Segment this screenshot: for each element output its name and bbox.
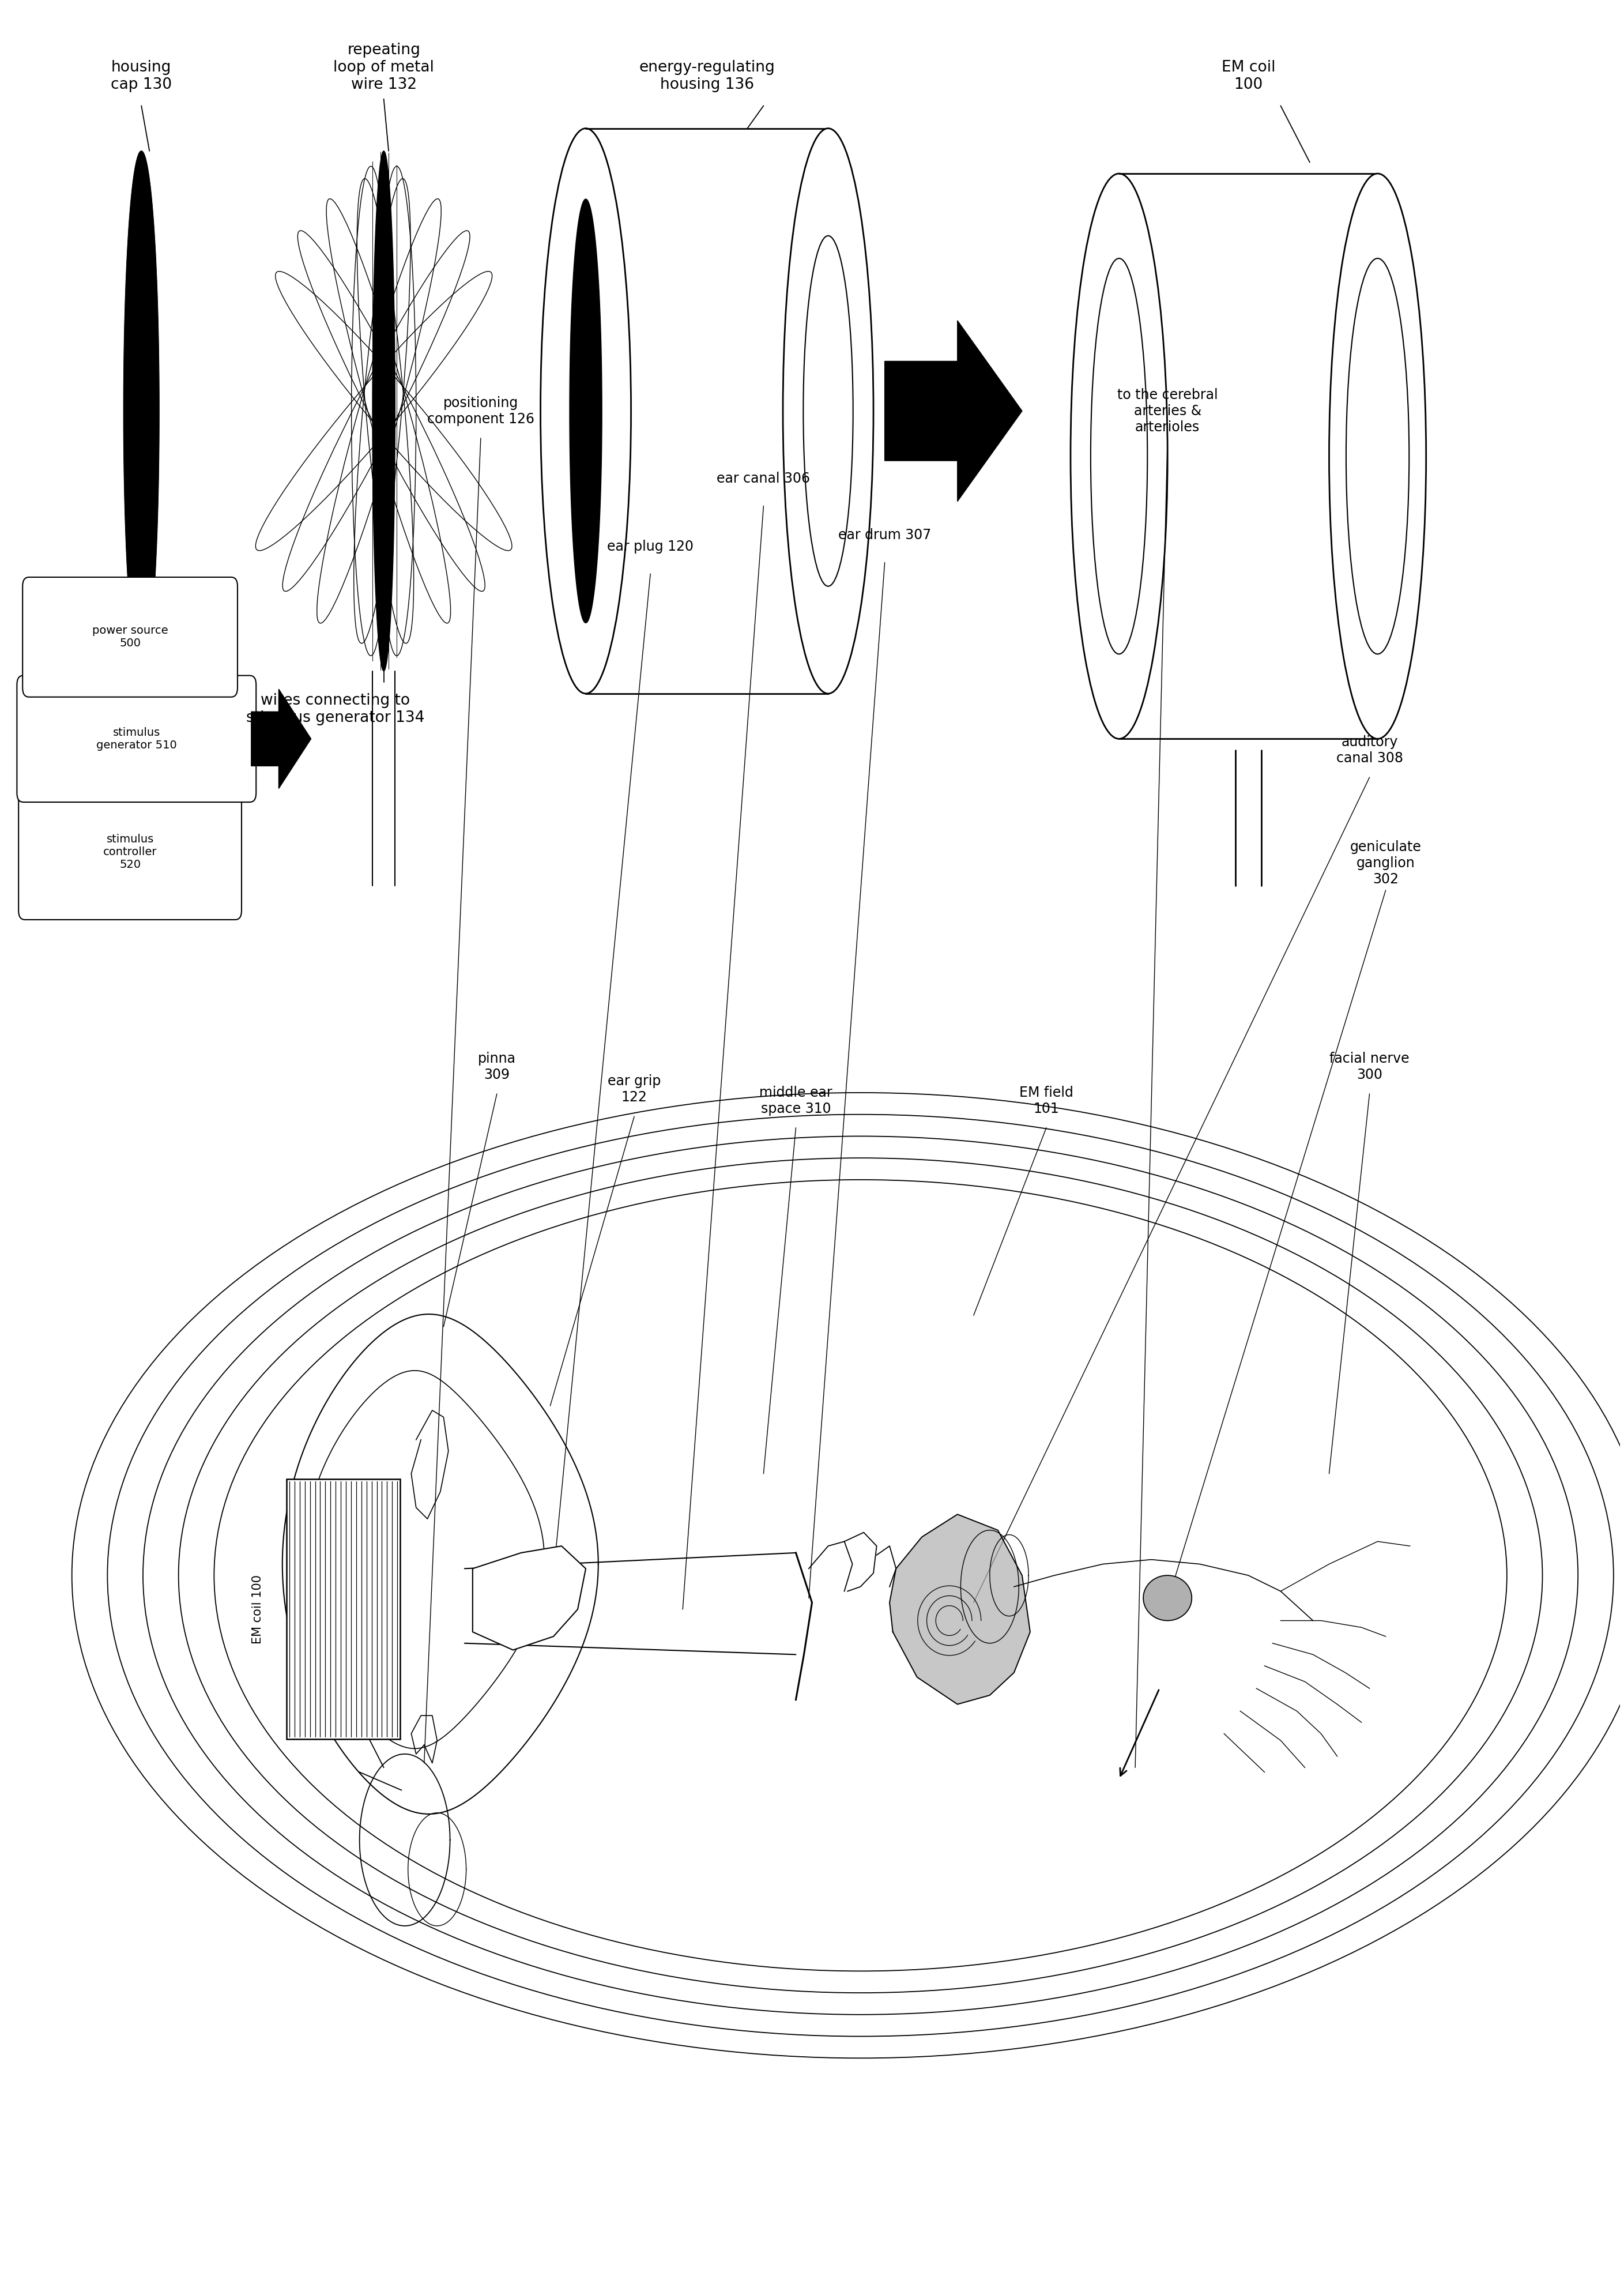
Text: positioning
component 126: positioning component 126 bbox=[427, 397, 534, 427]
Text: geniculate
ganglion
302: geniculate ganglion 302 bbox=[1350, 840, 1421, 887]
Text: repeating
loop of metal
wire 132: repeating loop of metal wire 132 bbox=[333, 43, 434, 93]
Polygon shape bbox=[473, 1545, 586, 1650]
Bar bbox=[287, 1479, 400, 1740]
FancyBboxPatch shape bbox=[16, 676, 257, 803]
Polygon shape bbox=[252, 690, 312, 790]
Polygon shape bbox=[372, 152, 395, 672]
Text: EM field
101: EM field 101 bbox=[1020, 1085, 1073, 1116]
Text: ear canal 306: ear canal 306 bbox=[716, 472, 810, 486]
Text: EM coil
100: EM coil 100 bbox=[1221, 61, 1275, 93]
Text: auditory
canal 308: auditory canal 308 bbox=[1337, 735, 1403, 765]
Text: ear plug 120: ear plug 120 bbox=[607, 540, 693, 554]
Text: stimulus
controller
520: stimulus controller 520 bbox=[102, 833, 158, 869]
FancyBboxPatch shape bbox=[18, 785, 242, 919]
Ellipse shape bbox=[1328, 175, 1426, 740]
Text: to the cerebral
arteries &
arterioles: to the cerebral arteries & arterioles bbox=[1117, 388, 1218, 433]
Text: ear grip
122: ear grip 122 bbox=[607, 1073, 661, 1105]
FancyBboxPatch shape bbox=[23, 576, 237, 697]
Ellipse shape bbox=[1143, 1575, 1192, 1620]
Ellipse shape bbox=[783, 129, 874, 694]
Text: pinna
309: pinna 309 bbox=[477, 1053, 516, 1082]
Text: wires connecting to
stimulus generator 134: wires connecting to stimulus generator 1… bbox=[247, 694, 424, 726]
Text: energy-regulating
housing 136: energy-regulating housing 136 bbox=[638, 61, 775, 93]
Text: stimulus
generator 510: stimulus generator 510 bbox=[96, 726, 177, 751]
Text: facial nerve
300: facial nerve 300 bbox=[1330, 1053, 1410, 1082]
Polygon shape bbox=[885, 320, 1021, 501]
Polygon shape bbox=[123, 152, 159, 672]
Text: power source
500: power source 500 bbox=[93, 626, 167, 649]
Polygon shape bbox=[570, 200, 603, 624]
Text: EM coil 100: EM coil 100 bbox=[252, 1575, 263, 1645]
Text: middle ear
space 310: middle ear space 310 bbox=[760, 1085, 833, 1116]
Text: ear drum 307: ear drum 307 bbox=[838, 529, 931, 542]
Polygon shape bbox=[890, 1513, 1030, 1704]
Text: housing
cap 130: housing cap 130 bbox=[110, 61, 172, 93]
